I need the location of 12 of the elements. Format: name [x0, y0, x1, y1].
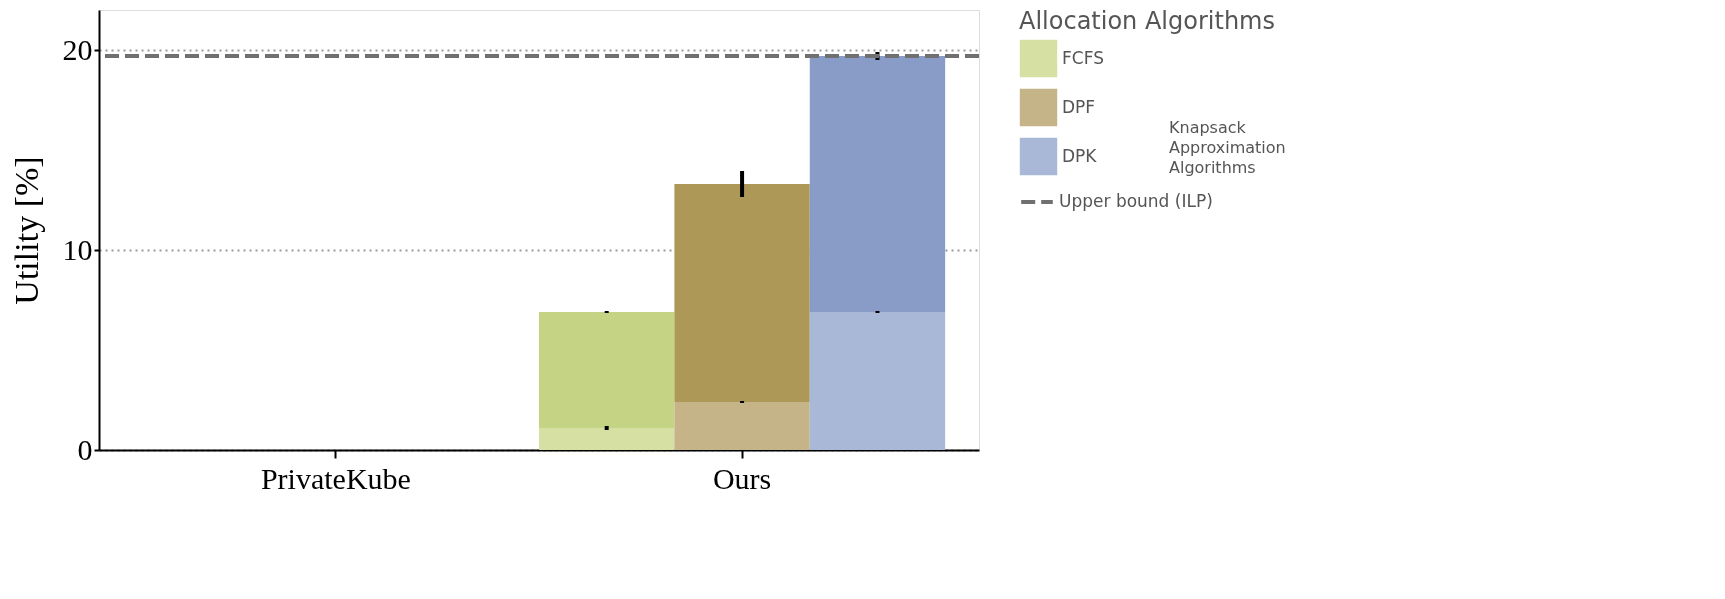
y-tick-label: 10 — [62, 232, 93, 266]
legend-label: DPF — [1062, 96, 1096, 117]
x-tick-label: PrivateKube — [260, 461, 411, 495]
x-tick-label: Ours — [712, 461, 772, 495]
legend-label: Upper bound (ILP) — [1059, 191, 1213, 211]
legend-label: DPK — [1062, 145, 1098, 166]
legend-title: Allocation Algorithms — [1019, 7, 1275, 35]
text: Knapsack Approximation Algorithms — [1169, 118, 1286, 177]
y-tick-label: 20 — [62, 32, 93, 66]
y-axis-title: Utility [%] — [7, 156, 45, 305]
legend-label: FCFS — [1062, 47, 1104, 68]
y-tick-label: 0 — [77, 432, 93, 466]
